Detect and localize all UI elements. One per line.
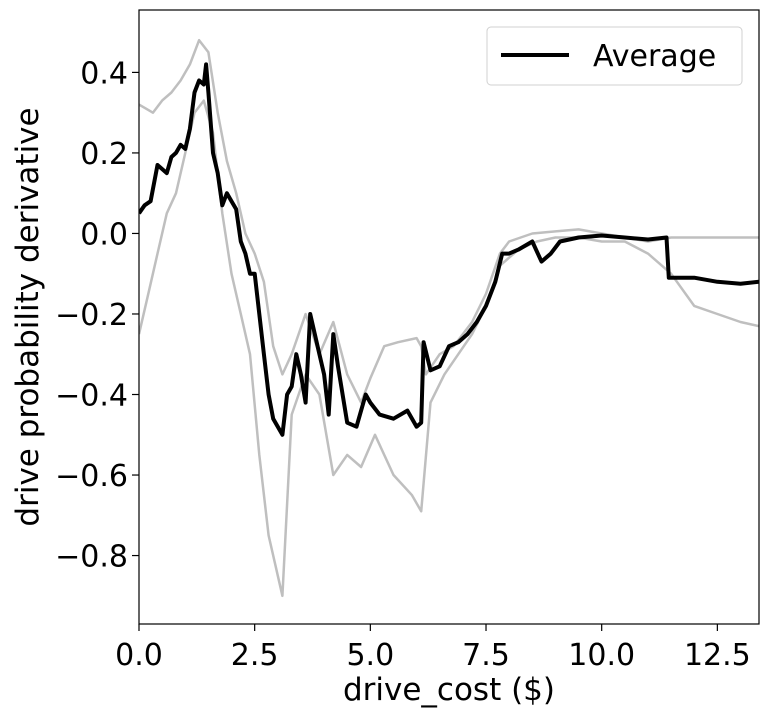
y-tick-label: 0.2 [80,137,128,172]
x-tick-label: 2.5 [231,638,279,673]
y-tick-label: −0.4 [55,379,128,414]
y-tick-label: −0.8 [55,540,128,575]
x-axis: 0.0 2.5 5.0 7.5 10.0 12.5 [115,624,751,673]
x-axis-title: drive_cost ($) [343,672,555,708]
individual-series-line-2 [139,99,759,598]
legend-box [486,26,743,86]
x-tick-label: 12.5 [684,638,751,673]
y-axis-title: drive probability derivative [10,107,46,526]
legend: Average [486,26,743,86]
x-tick-label: 7.5 [462,638,510,673]
plot-frame [138,9,760,625]
legend-label-average: Average [593,39,716,74]
individual-series-line-1 [139,38,759,404]
individual-series-group [139,38,759,598]
average-series-group [139,62,759,437]
y-tick-label: −0.2 [55,298,128,333]
y-tick-label: −0.6 [55,459,128,494]
x-tick-label: 0.0 [115,638,163,673]
x-tick-label: 10.0 [568,638,635,673]
y-axis: 0.4 0.2 0.0 −0.2 −0.4 −0.6 −0.8 [55,56,139,575]
y-tick-label: 0.4 [80,56,128,91]
x-tick-label: 5.0 [346,638,394,673]
average-series-line [139,62,759,437]
y-tick-label: 0.0 [80,217,128,252]
